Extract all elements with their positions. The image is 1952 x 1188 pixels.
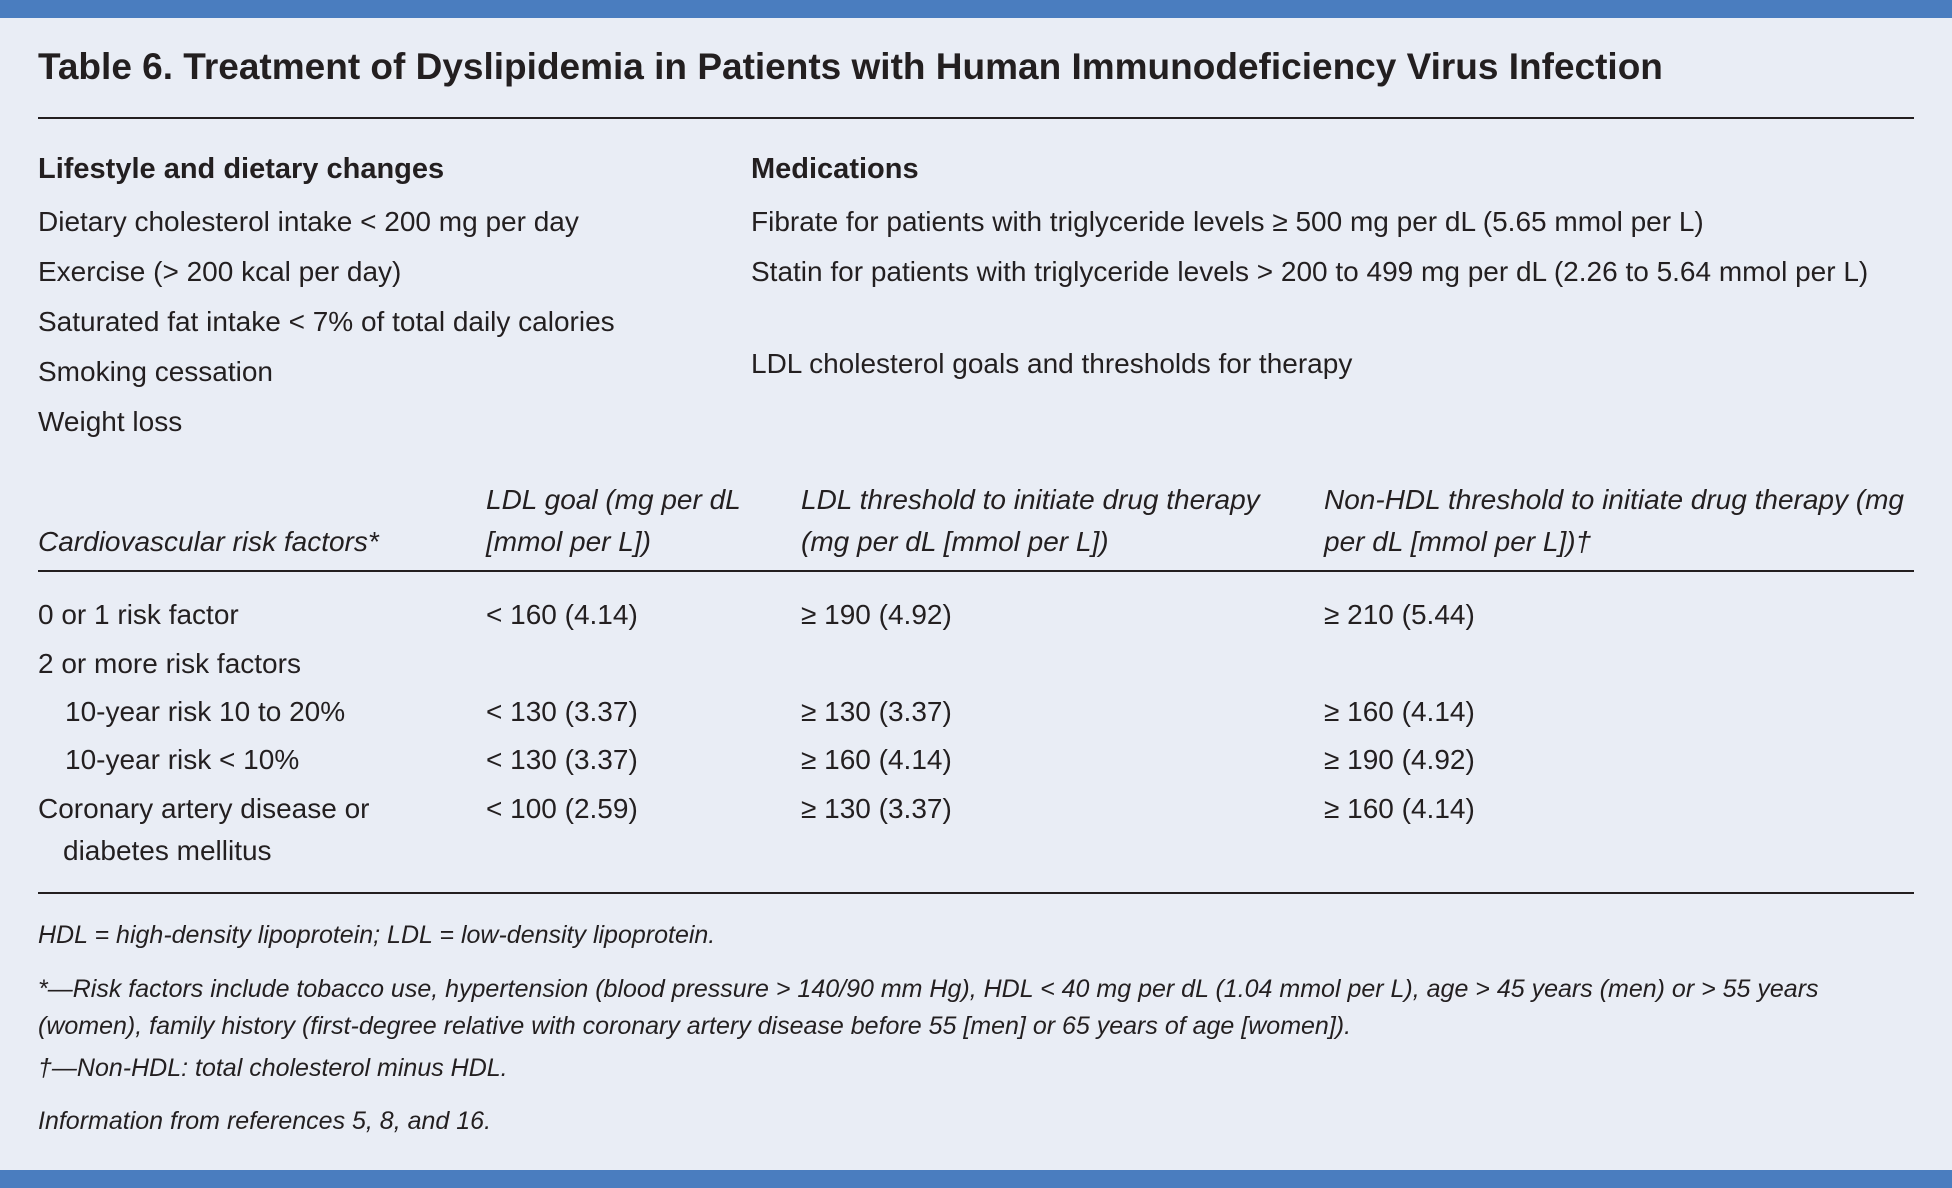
column-header-risk: Cardiovascular risk factors* — [38, 526, 379, 557]
medication-item: LDL cholesterol goals and thresholds for… — [751, 348, 1353, 379]
bottom-border — [0, 1170, 1952, 1188]
lifestyle-item: Saturated fat intake < 7% of total daily… — [38, 306, 615, 337]
ldl-goal-cell: < 160 (4.14) — [486, 599, 638, 630]
nonhdl-threshold-cell: ≥ 160 (4.14) — [1324, 793, 1475, 824]
lifestyle-item: Dietary cholesterol intake < 200 mg per … — [38, 206, 579, 237]
medications-heading: Medications — [751, 153, 919, 185]
ldl-goal-cell: < 130 (3.37) — [486, 744, 638, 775]
nonhdl-threshold-cell: ≥ 190 (4.92) — [1324, 744, 1475, 775]
footnote-references: Information from references 5, 8, and 16… — [38, 1107, 492, 1135]
column-header-nonhdl-threshold: Non-HDL threshold to initiate drug thera… — [1324, 484, 1905, 557]
ldl-goal-cell: < 130 (3.37) — [486, 696, 638, 727]
ldl-threshold-cell: ≥ 190 (4.92) — [801, 599, 952, 630]
ldl-threshold-cell: ≥ 160 (4.14) — [801, 744, 952, 775]
lifestyle-item: Weight loss — [38, 406, 183, 437]
column-header-ldl-threshold: LDL threshold to initiate drug therapy (… — [801, 484, 1260, 557]
footnote-abbreviations: HDL = high-density lipoprotein; LDL = lo… — [38, 921, 716, 949]
risk-cell: 2 or more risk factors — [38, 648, 301, 679]
ldl-threshold-cell: ≥ 130 (3.37) — [801, 793, 952, 824]
table-bottom-divider — [38, 892, 1914, 894]
lifestyle-item: Exercise (> 200 kcal per day) — [38, 256, 402, 287]
medication-item: Statin for patients with triglyceride le… — [751, 256, 1869, 287]
top-border — [0, 0, 1952, 18]
nonhdl-threshold-cell: ≥ 160 (4.14) — [1324, 696, 1475, 727]
ldl-threshold-cell: ≥ 130 (3.37) — [801, 696, 952, 727]
risk-cell: Coronary artery disease or diabetes mell… — [38, 793, 370, 866]
divider — [38, 117, 1914, 119]
risk-cell: 0 or 1 risk factor — [38, 599, 239, 630]
nonhdl-threshold-cell: ≥ 210 (5.44) — [1324, 599, 1475, 630]
risk-cell: 10-year risk < 10% — [65, 744, 300, 775]
header-divider — [38, 570, 1914, 572]
medication-item: Fibrate for patients with triglyceride l… — [751, 206, 1704, 237]
lifestyle-item: Smoking cessation — [38, 356, 274, 387]
column-header-ldl-goal: LDL goal (mg per dL [mmol per L]) — [486, 484, 741, 557]
footnote-non-hdl: †—Non-HDL: total cholesterol minus HDL. — [38, 1054, 508, 1082]
table-title: Table 6. Treatment of Dyslipidemia in Pa… — [38, 46, 1663, 87]
risk-cell: 10-year risk 10 to 20% — [65, 696, 346, 727]
footnote-risk-factors: *—Risk factors include tobacco use, hype… — [38, 975, 1819, 1040]
ldl-goal-cell: < 100 (2.59) — [486, 793, 638, 824]
lifestyle-heading: Lifestyle and dietary changes — [38, 153, 445, 185]
